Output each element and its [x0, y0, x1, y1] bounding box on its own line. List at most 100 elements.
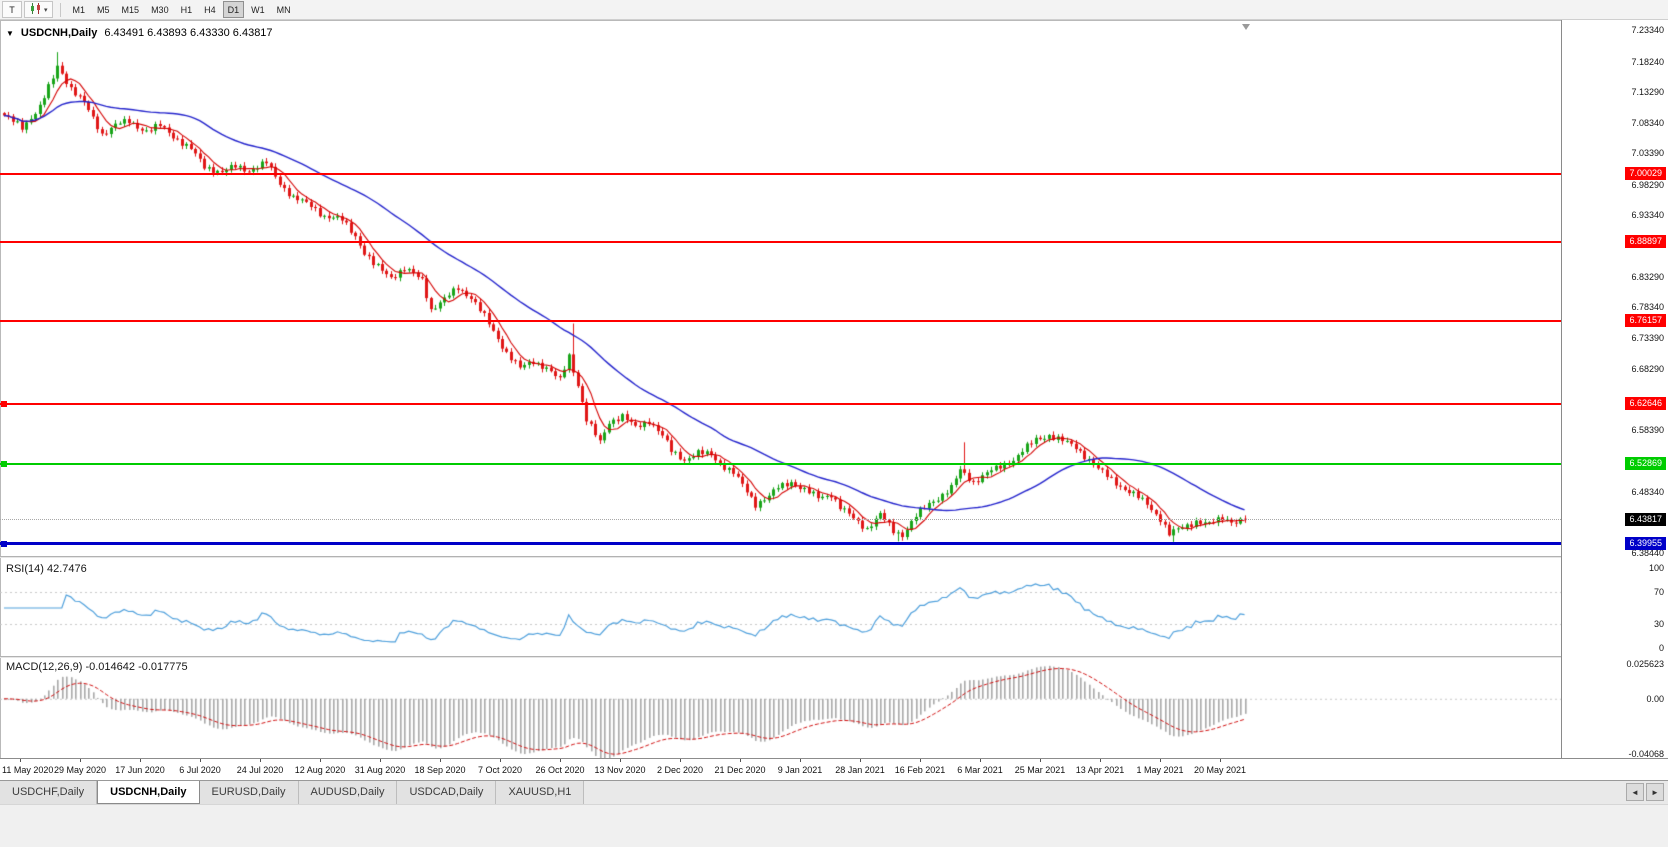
- date-axis-label: 20 May 2021: [1193, 765, 1247, 775]
- chart-symbol-label: USDCNH,Daily: [20, 27, 98, 39]
- time-axis-tick: [920, 759, 921, 762]
- price-tag-6.52869: 6.52869: [1625, 457, 1666, 471]
- date-axis-label: 11 May 2020: [2, 765, 54, 775]
- date-axis-label: 13 Nov 2020: [594, 765, 646, 775]
- rsi-axis-label: 100: [1648, 563, 1664, 573]
- rsi-label: RSI(14) 42.7476: [6, 563, 87, 575]
- price-axis-label: 6.93340: [1631, 209, 1664, 220]
- price-axis[interactable]: 7.23340 7.18240 7.13290 7.08340 7.03390 6.982…: [1561, 20, 1668, 759]
- chart-tab-audusd[interactable]: AUDUSD,Daily: [298, 781, 398, 804]
- time-axis-tick: [1160, 759, 1161, 762]
- line-handle[interactable]: [1, 400, 7, 407]
- date-axis-label: 21 Dec 2020: [714, 765, 766, 775]
- price-axis-label: 6.58390: [1631, 425, 1664, 436]
- chart-tab-usdchf[interactable]: USDCHF,Daily: [0, 781, 98, 804]
- bid-price-tag: 6.43817: [1625, 512, 1666, 526]
- panel-divider[interactable]: [0, 656, 1668, 658]
- date-axis-label: 1 May 2021: [1136, 765, 1184, 775]
- timeframe-button-h1[interactable]: H1: [175, 1, 198, 18]
- line-handle[interactable]: [1, 461, 7, 468]
- chart-tab-usdcad[interactable]: USDCAD,Daily: [397, 781, 497, 804]
- rsi-axis-label: 70: [1653, 587, 1664, 597]
- time-axis-tick: [980, 759, 981, 762]
- chart-shift-marker[interactable]: [1242, 24, 1250, 30]
- tab-scroll-buttons: ◄ ►: [1622, 781, 1668, 803]
- horizontal-line-6.76157[interactable]: [0, 319, 1561, 322]
- price-axis-label: 6.98290: [1631, 179, 1664, 190]
- macd-label: MACD(12,26,9) -0.014642 -0.017775: [6, 661, 188, 673]
- horizontal-line-6.39955[interactable]: [0, 542, 1561, 545]
- timeframe-button-h4[interactable]: H4: [199, 1, 221, 18]
- date-axis-label: 24 Jul 2020: [236, 765, 284, 775]
- price-axis-label: 7.03390: [1631, 148, 1664, 159]
- ohlc-readout: 6.43491 6.43893 6.43330 6.43817: [104, 27, 273, 39]
- timeframe-button-w1[interactable]: W1: [246, 1, 270, 18]
- time-axis-tick: [1100, 759, 1101, 762]
- chart-window: ▼ USDCNH,Daily 6.43491 6.43893 6.43330 6…: [0, 20, 1668, 780]
- chart-tool-dropdown-button[interactable]: ▾: [24, 1, 53, 18]
- price-axis-label: 6.78340: [1631, 302, 1664, 313]
- chart-title: ▼ USDCNH,Daily 6.43491 6.43893 6.43330 6…: [6, 27, 273, 39]
- date-axis-label: 28 Jan 2021: [835, 765, 885, 775]
- macd-indicator-canvas[interactable]: [0, 658, 1561, 758]
- date-axis-label: 6 Mar 2021: [957, 765, 1003, 775]
- main-chart-canvas[interactable]: [0, 22, 1561, 558]
- chart-tab-usdcnh[interactable]: USDCNH,Daily: [97, 781, 200, 804]
- price-axis-label: 7.18240: [1631, 56, 1664, 67]
- date-axis-label: 26 Oct 2020: [535, 765, 585, 775]
- time-axis[interactable]: 11 May 2020 29 May 2020 17 Jun 2020 6 Jul 2…: [0, 758, 1668, 780]
- chevron-down-icon: ▾: [44, 6, 48, 14]
- horizontal-line-6.88897[interactable]: [0, 241, 1561, 244]
- toolbar: T ▾ M1 M5 M15 M30 H1 H4 D1 W1 MN: [0, 0, 1668, 20]
- price-axis-label: 6.68290: [1631, 364, 1664, 375]
- date-axis-label: 29 May 2020: [53, 765, 107, 775]
- time-axis-tick: [260, 759, 261, 762]
- horizontal-line-6.62646[interactable]: [0, 402, 1561, 405]
- time-axis-tick: [200, 759, 201, 762]
- date-axis-label: 9 Jan 2021: [777, 765, 823, 775]
- tab-scroll-left-button[interactable]: ◄: [1626, 783, 1644, 801]
- tab-scroll-right-button[interactable]: ►: [1646, 783, 1664, 801]
- price-axis-label: 7.13290: [1631, 87, 1664, 98]
- one-click-trading-toggle[interactable]: ▼: [6, 28, 14, 38]
- chart-tab-xauusd[interactable]: XAUUSD,H1: [496, 781, 585, 804]
- time-axis-tick: [740, 759, 741, 762]
- timeframe-button-m1[interactable]: M1: [67, 1, 91, 18]
- window-background: [0, 804, 1668, 847]
- rsi-axis-label: 0: [1658, 643, 1664, 653]
- time-axis-tick: [860, 759, 861, 762]
- time-axis-tick: [500, 759, 501, 762]
- horizontal-line-6.52869[interactable]: [0, 463, 1561, 466]
- timeframe-button-m15[interactable]: M15: [116, 1, 145, 18]
- time-axis-tick: [140, 759, 141, 762]
- t-tool-button[interactable]: T: [2, 1, 22, 18]
- date-axis-label: 6 Jul 2020: [179, 765, 221, 775]
- macd-axis-label: 0.00: [1646, 693, 1664, 704]
- price-tag-6.76157: 6.76157: [1625, 313, 1666, 327]
- timeframe-button-m30[interactable]: M30: [146, 1, 174, 18]
- time-axis-tick: [560, 759, 561, 762]
- price-tag-6.62646: 6.62646: [1625, 396, 1666, 410]
- date-axis-label: 2 Dec 2020: [656, 765, 704, 775]
- panel-divider[interactable]: [0, 556, 1668, 558]
- time-axis-tick: [380, 759, 381, 762]
- timeframe-button-mn[interactable]: MN: [271, 1, 296, 18]
- rsi-indicator-canvas[interactable]: [0, 560, 1561, 656]
- chart-tabs: USDCHF,Daily USDCNH,Daily EURUSD,Daily AUDU…: [0, 781, 585, 804]
- timeframe-button-m5[interactable]: M5: [92, 1, 115, 18]
- price-axis-label: 6.73390: [1631, 332, 1664, 343]
- date-axis-label: 16 Feb 2021: [894, 765, 946, 775]
- horizontal-line-7.00029[interactable]: [0, 172, 1561, 175]
- chart-tab-eurusd[interactable]: EURUSD,Daily: [199, 781, 299, 804]
- timeframe-toolbar: M1 M5 M15 M30 H1 H4 D1 W1 MN: [67, 1, 296, 18]
- time-axis-tick: [680, 759, 681, 762]
- price-tag-7.00029: 7.00029: [1625, 166, 1666, 180]
- time-axis-tick: [80, 759, 81, 762]
- time-axis-tick: [20, 759, 21, 762]
- time-axis-tick: [620, 759, 621, 762]
- timeframe-button-d1[interactable]: D1: [222, 1, 245, 18]
- price-axis-label: 6.48340: [1631, 486, 1664, 497]
- line-handle[interactable]: [1, 540, 7, 547]
- time-axis-tick: [800, 759, 801, 762]
